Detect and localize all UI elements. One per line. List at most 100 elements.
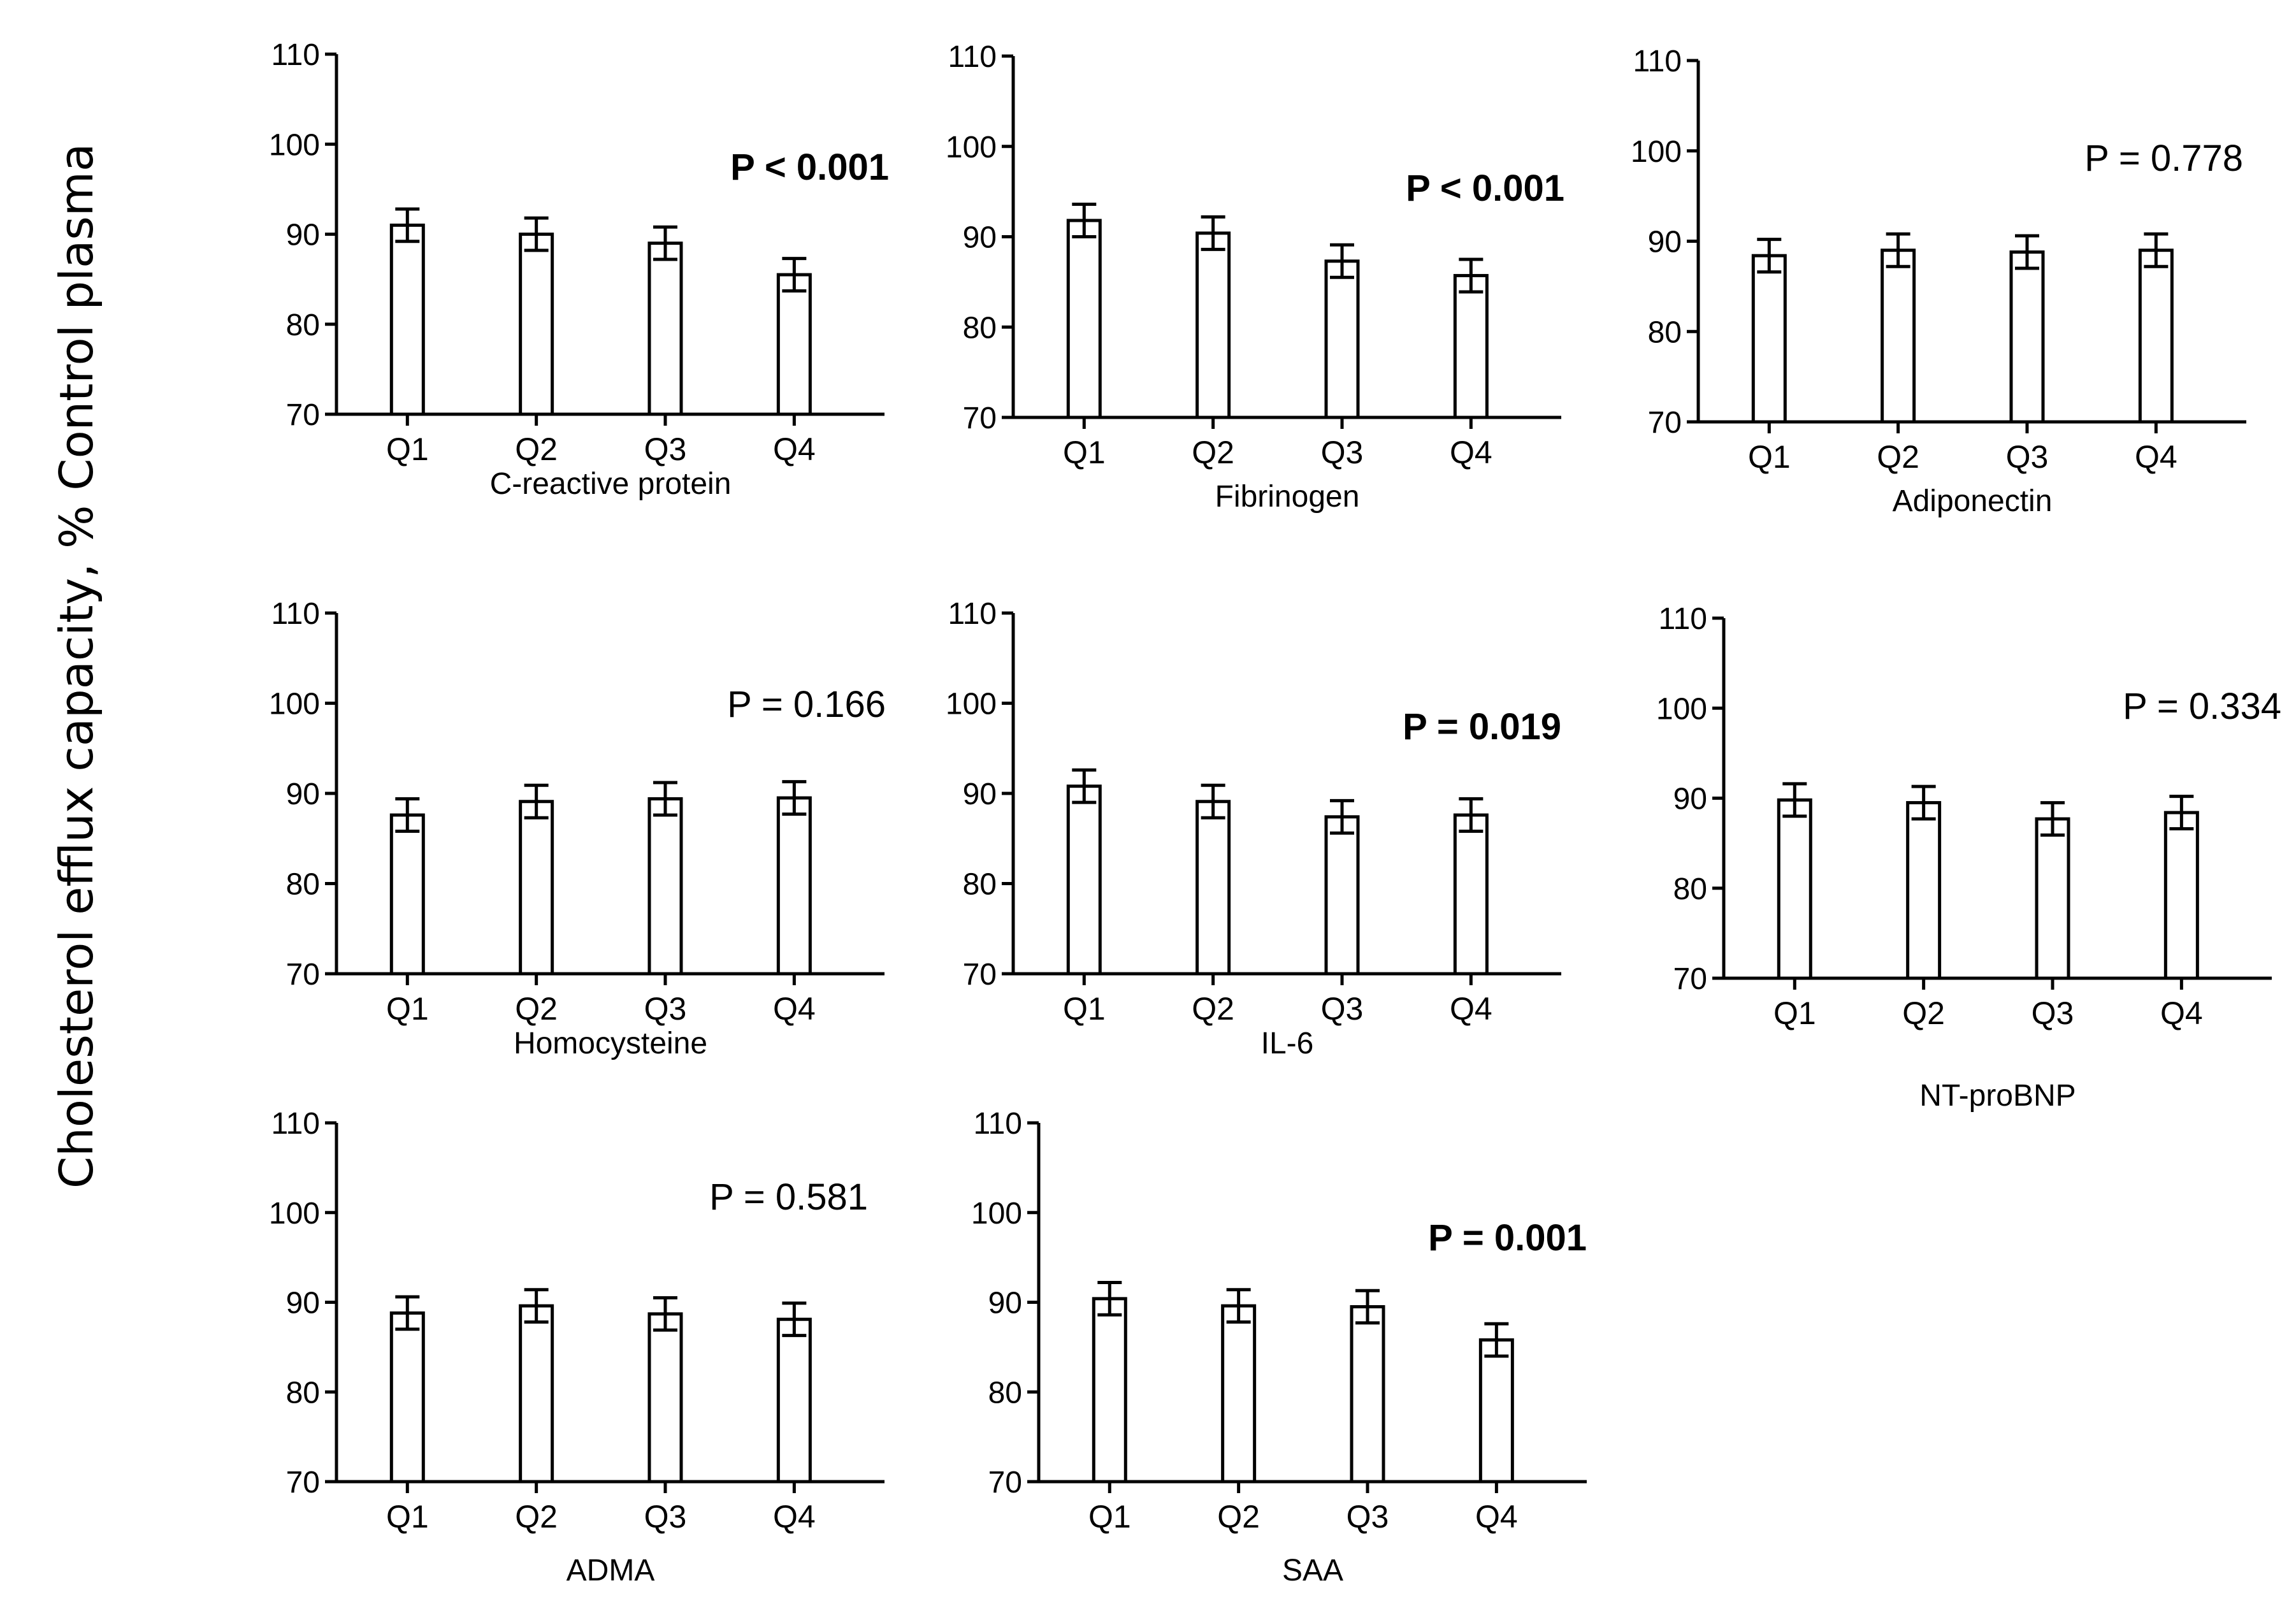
bar <box>1066 784 1102 976</box>
x-tick-label: Q4 <box>773 431 816 467</box>
x-tick-label: Q3 <box>2032 995 2074 1031</box>
bar <box>2035 817 2070 980</box>
x-tick-label: Q2 <box>1877 439 1919 475</box>
y-tick-label: 110 <box>271 597 320 631</box>
y-tick-label: 100 <box>946 688 997 721</box>
x-axis-label: IL-6 <box>1261 1027 1314 1060</box>
bar <box>1092 1297 1127 1484</box>
y-tick-label: 110 <box>1658 602 1707 636</box>
x-axis-label: Homocysteine <box>514 1027 707 1060</box>
bar <box>1221 1304 1257 1484</box>
y-tick-label: 100 <box>269 1197 320 1231</box>
bar <box>1906 801 1942 980</box>
bar <box>2138 249 2174 424</box>
bar <box>389 1311 425 1484</box>
y-tick-label: 70 <box>1673 962 1707 996</box>
x-tick-label: Q2 <box>1902 995 1945 1031</box>
bar <box>519 233 554 416</box>
bar <box>647 797 683 976</box>
y-tick-label: 70 <box>286 958 320 992</box>
x-tick-label: Q4 <box>2135 439 2177 475</box>
x-axis-label: ADMA <box>567 1554 655 1587</box>
panels: 70 80 90 100 110 Q1 Q2 Q3 Q4 C-reactive protein P … <box>269 38 2281 1587</box>
x-tick-label: Q3 <box>644 1499 687 1535</box>
chart-panel-8: 70 80 90 100 110 Q1 Q2 Q3 Q4 SAA P = 0.001 <box>971 1107 1587 1587</box>
y-tick-label: 100 <box>946 131 997 164</box>
p-value-annotation: P = 0.001 <box>1428 1217 1587 1259</box>
y-tick-label: 80 <box>286 308 320 342</box>
bar <box>389 813 425 976</box>
chart-panel-6: 70 80 90 100 110 Q1 Q2 Q3 Q4 NT-proBNP P = 0.334 <box>1656 602 2281 1113</box>
chart-panel-2: 70 80 90 100 110 Q1 Q2 Q3 Q4 Fibrinogen P < 0.001 <box>946 40 1564 514</box>
chart-panel-7: 70 80 90 100 110 Q1 Q2 Q3 Q4 ADMA P = 0.581 <box>269 1107 884 1587</box>
p-value-annotation: P < 0.001 <box>730 147 889 188</box>
y-tick-label: 110 <box>948 597 997 631</box>
y-tick-label: 110 <box>271 1107 320 1141</box>
x-tick-label: Q1 <box>1063 991 1106 1027</box>
bar <box>2009 250 2045 424</box>
x-tick-label: Q1 <box>386 1499 429 1535</box>
figure-ylabel: Cholesterol efflux capacity, % Control p… <box>50 143 103 1189</box>
x-tick-label: Q2 <box>1192 991 1234 1027</box>
y-tick-label: 100 <box>1656 692 1707 726</box>
x-axis-label: SAA <box>1282 1554 1343 1587</box>
bar <box>776 273 812 416</box>
y-tick-label: 80 <box>963 868 997 902</box>
x-tick-label: Q3 <box>644 431 687 467</box>
bar <box>389 223 425 416</box>
bar <box>647 1312 683 1484</box>
x-tick-label: Q1 <box>1088 1499 1131 1535</box>
p-value-annotation: P < 0.001 <box>1406 168 1564 209</box>
p-value-annotation: P = 0.166 <box>727 684 886 725</box>
bar <box>1453 273 1489 419</box>
bar <box>1350 1305 1385 1484</box>
bar <box>1751 254 1787 424</box>
p-value-annotation: P = 0.778 <box>2084 138 2243 179</box>
bar <box>1195 231 1231 419</box>
p-value-annotation: P = 0.019 <box>1403 706 1561 748</box>
x-tick-label: Q4 <box>2160 995 2203 1031</box>
y-tick-label: 80 <box>286 868 320 902</box>
x-tick-label: Q4 <box>773 1499 816 1535</box>
chart-panel-1: 70 80 90 100 110 Q1 Q2 Q3 Q4 C-reactive protein P … <box>269 38 889 501</box>
x-tick-label: Q3 <box>2006 439 2049 475</box>
p-value-annotation: P = 0.581 <box>709 1176 868 1218</box>
y-tick-label: 110 <box>271 38 320 72</box>
p-value-annotation: P = 0.334 <box>2123 686 2281 727</box>
x-tick-label: Q4 <box>773 991 816 1027</box>
y-tick-label: 90 <box>286 219 320 252</box>
y-tick-label: 100 <box>269 128 320 162</box>
chart-panel-4: 70 80 90 100 110 Q1 Q2 Q3 Q4 Homocysteine P = 0.16… <box>269 597 886 1060</box>
x-axis-label: NT-proBNP <box>1919 1079 2076 1113</box>
y-tick-label: 90 <box>1673 783 1707 816</box>
bar <box>776 796 812 976</box>
bar <box>1066 219 1102 419</box>
chart-panel-3: 70 80 90 100 110 Q1 Q2 Q3 Q4 Adiponectin P = 0.778 <box>1631 45 2246 518</box>
bar <box>1324 259 1360 419</box>
y-tick-label: 100 <box>1631 135 1682 169</box>
x-tick-label: Q4 <box>1450 435 1492 470</box>
y-tick-label: 110 <box>973 1107 1022 1141</box>
x-tick-label: Q4 <box>1450 991 1492 1027</box>
bar <box>1453 813 1489 976</box>
bar <box>1881 249 1916 424</box>
x-tick-label: Q2 <box>1217 1499 1260 1535</box>
x-tick-label: Q2 <box>1192 435 1234 470</box>
x-tick-label: Q4 <box>1475 1499 1518 1535</box>
y-tick-label: 70 <box>963 401 997 435</box>
bar <box>2163 811 2199 980</box>
y-tick-label: 80 <box>963 311 997 345</box>
x-tick-label: Q1 <box>1748 439 1791 475</box>
bar <box>519 1304 554 1484</box>
y-tick-label: 70 <box>963 958 997 992</box>
x-tick-label: Q3 <box>644 991 687 1027</box>
bar <box>1195 800 1231 976</box>
bar <box>776 1317 812 1484</box>
x-tick-label: Q2 <box>515 431 558 467</box>
y-tick-label: 70 <box>988 1466 1022 1499</box>
x-tick-label: Q1 <box>386 991 429 1027</box>
x-tick-label: Q3 <box>1321 991 1364 1027</box>
y-tick-label: 110 <box>948 40 997 74</box>
y-tick-label: 90 <box>1648 226 1682 259</box>
